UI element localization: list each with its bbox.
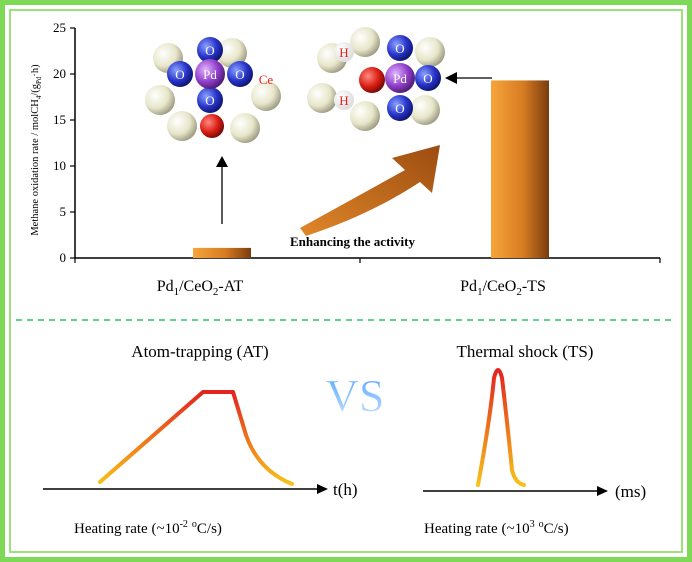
ce-atom [251,81,281,111]
ce-atom [230,113,260,143]
o-atom [387,95,413,121]
ce-atom [145,85,175,115]
o-atom-red [359,67,385,93]
o-label: O [423,71,432,86]
annotation-enhancing: Enhancing the activity [290,234,415,249]
pd-label: Pd [203,67,217,82]
bar-at [193,247,251,258]
o-atom [167,61,193,87]
o-atom [197,87,223,113]
at-heating-rate: Heating rate (~10-2 oC/s) [74,519,222,537]
y-tick-label: 10 [53,158,66,173]
ce-atom [217,38,247,68]
o-label: O [205,43,214,58]
ts-heating-rate: Heating rate (~103 oC/s) [424,519,569,537]
x-tick-label-at: Pd1/CeO2-AT [157,278,244,298]
atom-cluster-at: O O O O Pd Ce [145,37,281,143]
h-label: H [339,93,348,108]
x-tick-label-ts: Pd1/CeO2-TS [460,278,546,298]
o-label: O [175,67,184,82]
o-atom [197,37,223,63]
o-label: O [395,41,404,56]
ts-axis-label: (ms) [615,482,646,501]
ce-atom [350,27,380,57]
at-time-axis [43,484,328,494]
ce-atom [167,111,197,141]
o-atom [227,61,253,87]
at-axis-label: t(h) [333,480,358,499]
y-tick-label: 5 [60,204,67,219]
ce-atom [415,37,445,67]
at-heating-curve [98,390,294,486]
h-atom [334,42,354,62]
bar-ts [491,80,549,258]
atom-cluster-ts: H H O O O Pd [307,27,445,131]
ce-atom [410,95,440,125]
o-label: O [235,67,244,82]
o-label: O [395,101,404,116]
bar-chart: 0 5 10 15 20 25 Methane oxidation rate / molC… [30,20,661,265]
y-tick-label: 20 [53,66,66,81]
ts-heating-curve [476,368,526,487]
ce-atom [350,101,380,131]
h-atom [334,90,354,110]
o-atom-red [200,114,224,138]
arrow-left-icon [445,72,492,84]
o-label: O [205,93,214,108]
ts-title: Thermal shock (TS) [457,342,594,361]
y-tick-label: 15 [53,112,66,127]
enhance-arrow-icon [300,145,440,236]
o-atom [387,35,413,61]
pd-label: Pd [393,71,407,86]
ts-time-axis [423,486,608,496]
y-tick-label: 0 [60,250,67,265]
pd-atom [385,63,415,93]
vs-label: VS [326,370,385,421]
ce-atom [307,83,337,113]
y-axis-label: Methane oxidation rate / molCH4/(gPd·h) [30,64,43,236]
inner-frame [9,9,683,553]
ce-label: Ce [259,72,274,87]
h-label: H [339,45,348,60]
at-title: Atom-trapping (AT) [131,342,268,361]
o-atom [415,65,441,91]
arrow-up-icon [216,156,228,224]
pd-atom [195,59,225,89]
y-tick-label: 25 [53,20,66,35]
